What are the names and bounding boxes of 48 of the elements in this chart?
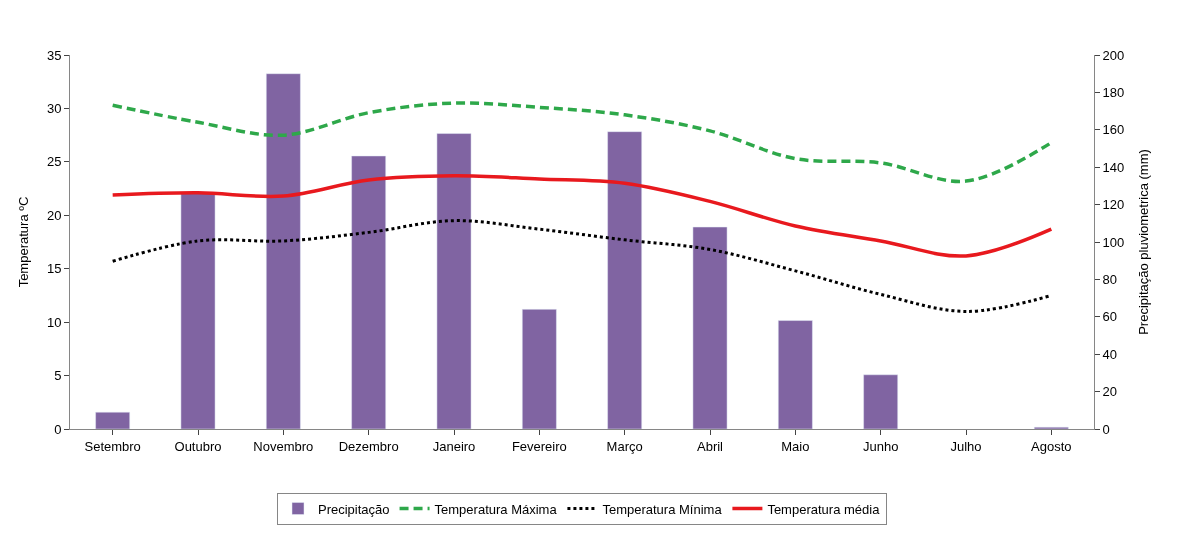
bar: [180, 193, 216, 429]
x-tick-label: Dezembro: [338, 438, 399, 454]
bar: [522, 309, 557, 429]
bar: [436, 133, 472, 429]
y2-tick-label: 60: [1102, 309, 1118, 325]
x-tick-label: Agosto: [1031, 438, 1072, 454]
y2-tick-label: 40: [1102, 346, 1118, 362]
y-tick-label: 30: [46, 100, 62, 116]
x-tick-label: Junho: [862, 438, 899, 454]
x-tick-label: Maio: [781, 438, 810, 454]
y2-tick-label: 180: [1102, 84, 1125, 100]
legend-label: Temperatura Mínima: [602, 501, 723, 517]
y-tick-label: 0: [54, 421, 62, 437]
y2-tick-label: 140: [1102, 159, 1125, 175]
x-tick-label: Abril: [696, 438, 724, 454]
bar: [95, 411, 130, 429]
bar: [778, 320, 813, 429]
y2-tick-label: 100: [1102, 234, 1125, 250]
y2-tick-label: 160: [1102, 122, 1125, 138]
x-tick-label: Julho: [950, 438, 982, 454]
y2-tick-label: 120: [1102, 197, 1125, 213]
y2-tick-label: 20: [1102, 384, 1118, 400]
x-tick-label: Novembro: [253, 438, 314, 454]
y-tick-label: 20: [46, 207, 62, 223]
y-tick-label: 5: [54, 368, 62, 384]
legend-label: Temperatura média: [767, 501, 881, 517]
y-tick-label: 15: [46, 261, 62, 277]
x-tick-label: Setembro: [84, 438, 141, 454]
bar: [863, 374, 898, 429]
bar: [266, 73, 301, 429]
y2-axis-title: Precipitação pluviometrica (mm): [1135, 149, 1151, 335]
y2-tick-label: 200: [1102, 47, 1125, 63]
bar: [351, 155, 386, 429]
y-axis-title: Temperatura ºC: [15, 196, 31, 288]
legend-label: Temperatura Máxima: [434, 501, 558, 517]
y-tick-label: 25: [46, 154, 62, 170]
y-tick-label: 35: [46, 47, 62, 63]
x-tick-label: Outubro: [174, 438, 222, 454]
bar: [607, 131, 642, 429]
y-tick-label: 10: [46, 314, 62, 330]
x-tick-label: Janeiro: [432, 438, 476, 454]
legend-label: Precipitação: [318, 501, 390, 517]
line-series: [110, 174, 1054, 258]
x-tick-label: Março: [606, 438, 643, 454]
y2-tick-label: 80: [1102, 271, 1118, 287]
x-tick-label: Fevereiro: [511, 438, 567, 454]
bar: [692, 226, 728, 429]
y2-tick-label: 0: [1102, 421, 1110, 437]
